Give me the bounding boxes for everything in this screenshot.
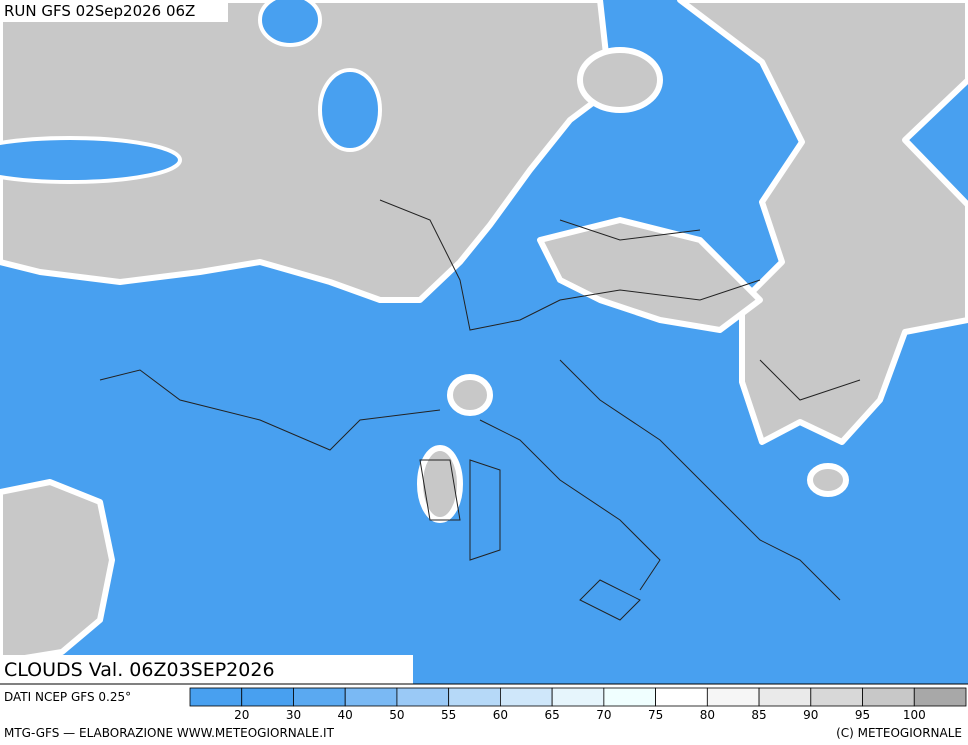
colorbar-tick-label: 30 [286,708,301,722]
colorbar-tick-label: 60 [493,708,508,722]
colorbar-box [396,687,450,707]
colorbar-box [706,687,760,707]
colorbar-tick-label: 95 [855,708,870,722]
colorbar-box [241,687,294,707]
colorbar-tick-label: 20 [234,708,249,722]
colorbar-tick-label: 70 [596,708,611,722]
colorbar-tick-label: 55 [441,708,456,722]
colorbar-box [344,687,398,707]
colorbar-box [448,687,501,707]
colorbar-box [655,687,708,707]
colorbar-tick-label: 90 [803,708,818,722]
colorbar-box [551,687,605,707]
footer-right: (C) METEOGIORNALE [836,726,962,740]
colorbar-tick-label: 50 [389,708,404,722]
map-title: CLOUDS Val. 06Z03SEP2026 [4,659,275,681]
colorbar: 20 30 40 50 55 60 65 70 75 80 85 90 95 100 [189,687,967,722]
colorbar-tick-label: 85 [751,708,766,722]
colorbar-tick-label: 65 [544,708,559,722]
colorbar-tick-label: 40 [338,708,353,722]
colorbar-box [913,687,967,707]
colorbar-tick-label: 75 [648,708,663,722]
run-box [0,0,228,22]
colorbar-box [862,687,915,707]
coastlines [99,199,861,621]
colorbar-box [293,687,346,707]
colorbar-box [603,687,656,707]
colorbar-box [758,687,812,707]
footer-left: MTG-GFS — ELABORAZIONE WWW.METEOGIORNALE… [4,726,335,740]
colorbar-box [499,687,553,707]
map-title-box [0,655,413,684]
cloud-cover [0,0,968,665]
colorbar-tick-label: 80 [700,708,715,722]
colorbar-tick-label: 100 [903,708,926,722]
colorbar-box [189,687,243,707]
data-source: DATI NCEP GFS 0.25° [4,690,131,704]
run-label: RUN GFS 02Sep2026 06Z [4,2,195,20]
colorbar-box [810,687,863,707]
